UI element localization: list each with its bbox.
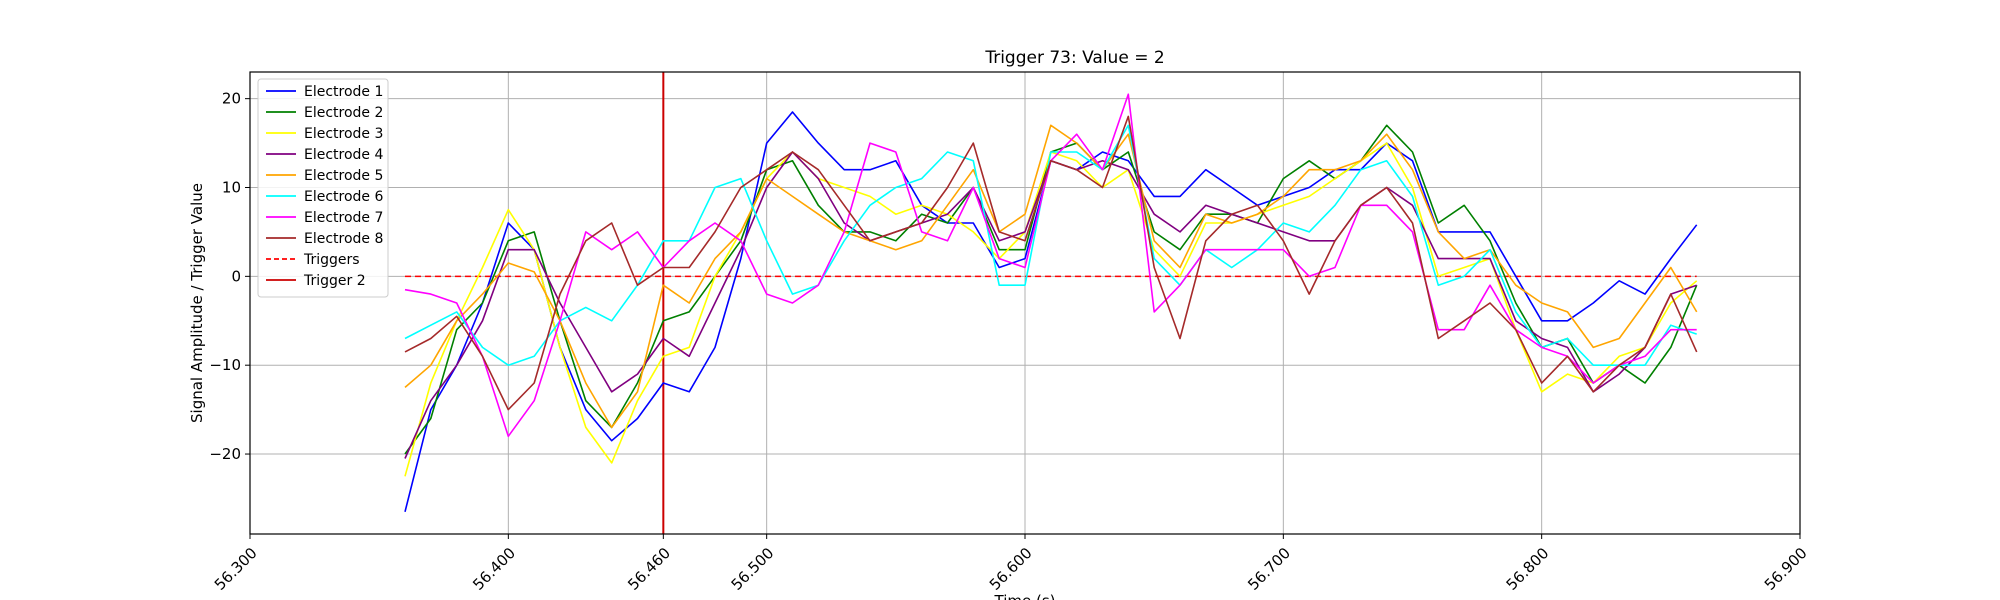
legend-label: Electrode 6 <box>304 189 383 205</box>
series-line-electrode-8 <box>404 115 1698 411</box>
legend-label: Trigger 2 <box>303 273 366 289</box>
trigger-layer <box>405 72 1697 534</box>
legend-label: Electrode 1 <box>304 84 383 100</box>
legend: Electrode 1 Electrode 2 Electrode 3 Electro… <box>257 78 389 298</box>
y-tick-label: 10 <box>222 179 241 197</box>
y-tick-label: −20 <box>209 445 241 463</box>
y-tick-label: −10 <box>209 356 241 374</box>
legend-label: Electrode 7 <box>304 210 383 226</box>
chart-title: Trigger 73: Value = 2 <box>984 48 1164 68</box>
y-tick-label: 20 <box>222 90 241 108</box>
x-axis-label: Time (s) <box>994 592 1056 600</box>
legend-label: Electrode 3 <box>304 126 383 142</box>
legend-label: Electrode 2 <box>304 105 383 121</box>
y-tick-label: 0 <box>231 267 241 285</box>
y-axis-label: Signal Amplitude / Trigger Value <box>188 183 206 423</box>
series-line-electrode-5 <box>404 124 1698 429</box>
series-layer <box>404 93 1698 512</box>
legend-label: Triggers <box>303 252 360 268</box>
legend-label: Electrode 4 <box>304 147 383 163</box>
legend-label: Electrode 8 <box>304 231 383 247</box>
legend-label: Electrode 5 <box>304 168 383 184</box>
series-line-electrode-6 <box>404 124 1697 366</box>
y-axis: 20 10 0 −10 −20 <box>209 90 250 463</box>
